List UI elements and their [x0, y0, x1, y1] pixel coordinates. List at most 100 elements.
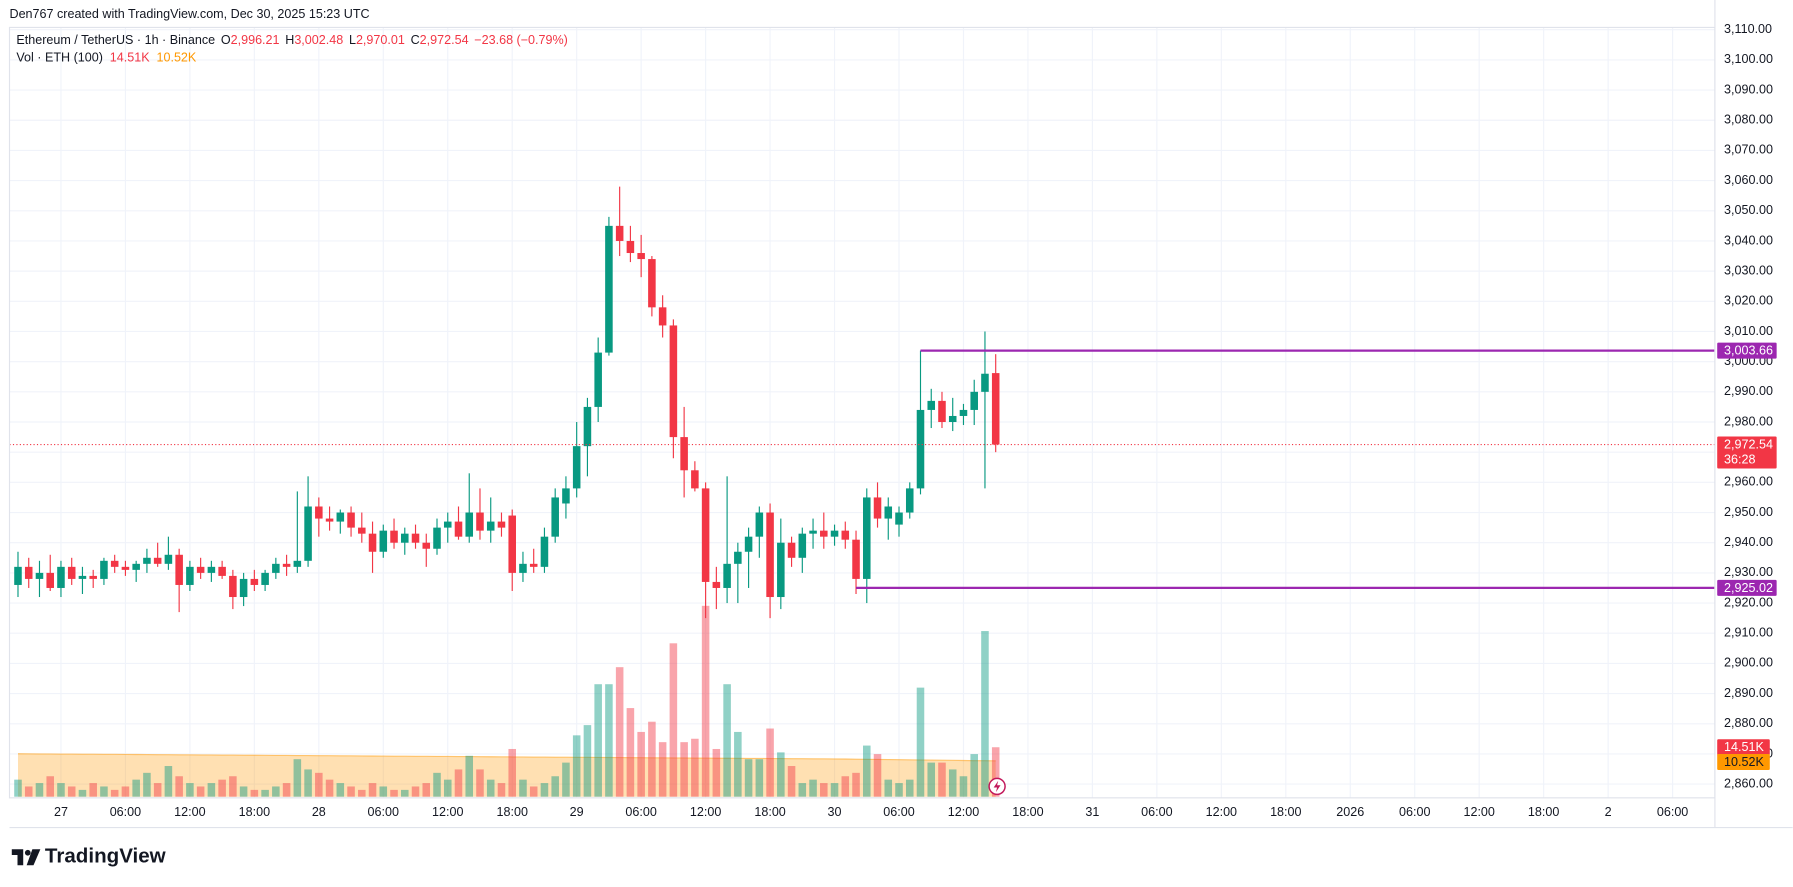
y-tick-label: 2,880.00: [1724, 716, 1773, 730]
volume-bar: [57, 783, 65, 797]
candle-body: [164, 554, 173, 564]
volume-bar: [519, 779, 527, 797]
volume-bar: [701, 605, 710, 797]
candle-body: [325, 518, 334, 522]
volume-bar: [637, 731, 645, 797]
volume-bar: [551, 776, 559, 797]
candle-body: [218, 566, 226, 576]
candle-body: [315, 506, 323, 519]
volume-bar: [873, 754, 882, 797]
candle-body: [755, 512, 764, 537]
candle-body: [379, 530, 388, 552]
volume-pane: [14, 605, 1000, 797]
x-tick-label: 06:00: [110, 805, 141, 819]
y-tick-label: 3,020.00: [1724, 294, 1773, 308]
candle-body: [46, 572, 54, 588]
legend-key: O: [221, 33, 231, 47]
volume-bar: [325, 779, 334, 797]
legend-symbol-line: Ethereum / TetherUS · 1h · Binance O2,996…: [16, 33, 568, 47]
volume-bar: [830, 783, 839, 797]
volume-bar: [465, 755, 474, 797]
candle-body: [229, 575, 237, 598]
candle-body: [78, 575, 87, 579]
candle-body: [239, 578, 248, 598]
volume-bar: [540, 783, 549, 797]
candle-body: [948, 415, 957, 423]
candle-body: [777, 542, 785, 598]
candle-body: [680, 437, 688, 471]
candle-body: [433, 527, 441, 549]
volume-bar: [368, 783, 377, 797]
volume-bar: [89, 783, 97, 797]
candle-body: [132, 563, 140, 570]
level-label: 3,003.66: [1724, 344, 1773, 358]
volume-bar: [272, 786, 280, 797]
candle-body: [497, 521, 506, 528]
y-tick-label: 3,110.00: [1724, 22, 1772, 36]
volume-ma-label: 10.52K: [1724, 755, 1764, 769]
volume-ma-line: [17, 753, 996, 762]
legend-symbol: Ethereum / TetherUS · 1h · Binance: [16, 33, 215, 47]
candle-body: [14, 566, 22, 585]
volume-bar: [443, 779, 452, 797]
candle-body: [293, 560, 302, 567]
candle-body: [787, 542, 796, 558]
volume-bar: [24, 786, 33, 797]
candle-body: [981, 373, 989, 392]
volume-bar: [777, 752, 785, 797]
volume-bar: [712, 748, 721, 797]
volume-bar: [454, 769, 463, 797]
x-tick-label: 12:00: [690, 805, 721, 819]
volume-bar: [991, 747, 1000, 797]
legend-value: 3,002.48: [294, 33, 343, 47]
brand-logo: [11, 849, 41, 866]
candle-body: [991, 373, 1000, 445]
volume-bar: [863, 745, 871, 797]
y-tick-label: 3,050.00: [1724, 203, 1773, 217]
candle-body: [583, 406, 592, 447]
candle-body: [873, 497, 882, 519]
candle-body: [100, 560, 108, 579]
volume-bar: [304, 769, 312, 797]
candle-body: [798, 533, 807, 558]
volume-bar: [196, 786, 205, 797]
volume-bar: [207, 783, 216, 797]
candle-body: [562, 488, 570, 504]
volume-bar: [379, 786, 388, 797]
volume-bar: [841, 776, 850, 797]
x-tick-label: 18:00: [1012, 805, 1043, 819]
candle-body: [572, 446, 581, 489]
y-tick-label: 2,990.00: [1724, 384, 1773, 398]
volume-bar: [583, 725, 592, 797]
last-price-label: 2,972.54: [1724, 437, 1773, 451]
candle-body: [830, 530, 839, 537]
volume-bar: [658, 742, 667, 797]
candle-body: [637, 253, 645, 260]
volume-bar: [347, 786, 355, 797]
y-tick-label: 2,860.00: [1724, 776, 1773, 790]
y-tick-label: 2,920.00: [1724, 595, 1773, 609]
volume-bar: [615, 667, 624, 797]
candle-body: [35, 572, 44, 579]
candle-body: [304, 506, 312, 561]
candle-body: [282, 563, 291, 567]
legend-volume-name: Vol · ETH (100): [16, 51, 103, 65]
candle-body: [347, 512, 355, 528]
y-tick-label: 2,910.00: [1724, 626, 1773, 640]
volume-bar: [981, 631, 989, 797]
volume-bar: [411, 786, 420, 797]
level-label: 2,925.02: [1724, 581, 1773, 595]
axes: 2,860.002,870.002,880.002,890.002,900.00…: [54, 22, 1777, 819]
x-tick-label: 30: [828, 805, 842, 819]
volume-bar: [14, 779, 22, 797]
volume-bar: [927, 762, 936, 797]
volume-bar: [626, 708, 635, 797]
candle-body: [508, 515, 516, 573]
candle-body: [551, 497, 559, 537]
volume-bar: [186, 783, 194, 797]
x-tick-label: 18:00: [754, 805, 785, 819]
candle-body: [207, 566, 216, 573]
volume-bar: [486, 779, 495, 797]
candle-body: [863, 497, 871, 579]
candle-body: [143, 557, 151, 564]
